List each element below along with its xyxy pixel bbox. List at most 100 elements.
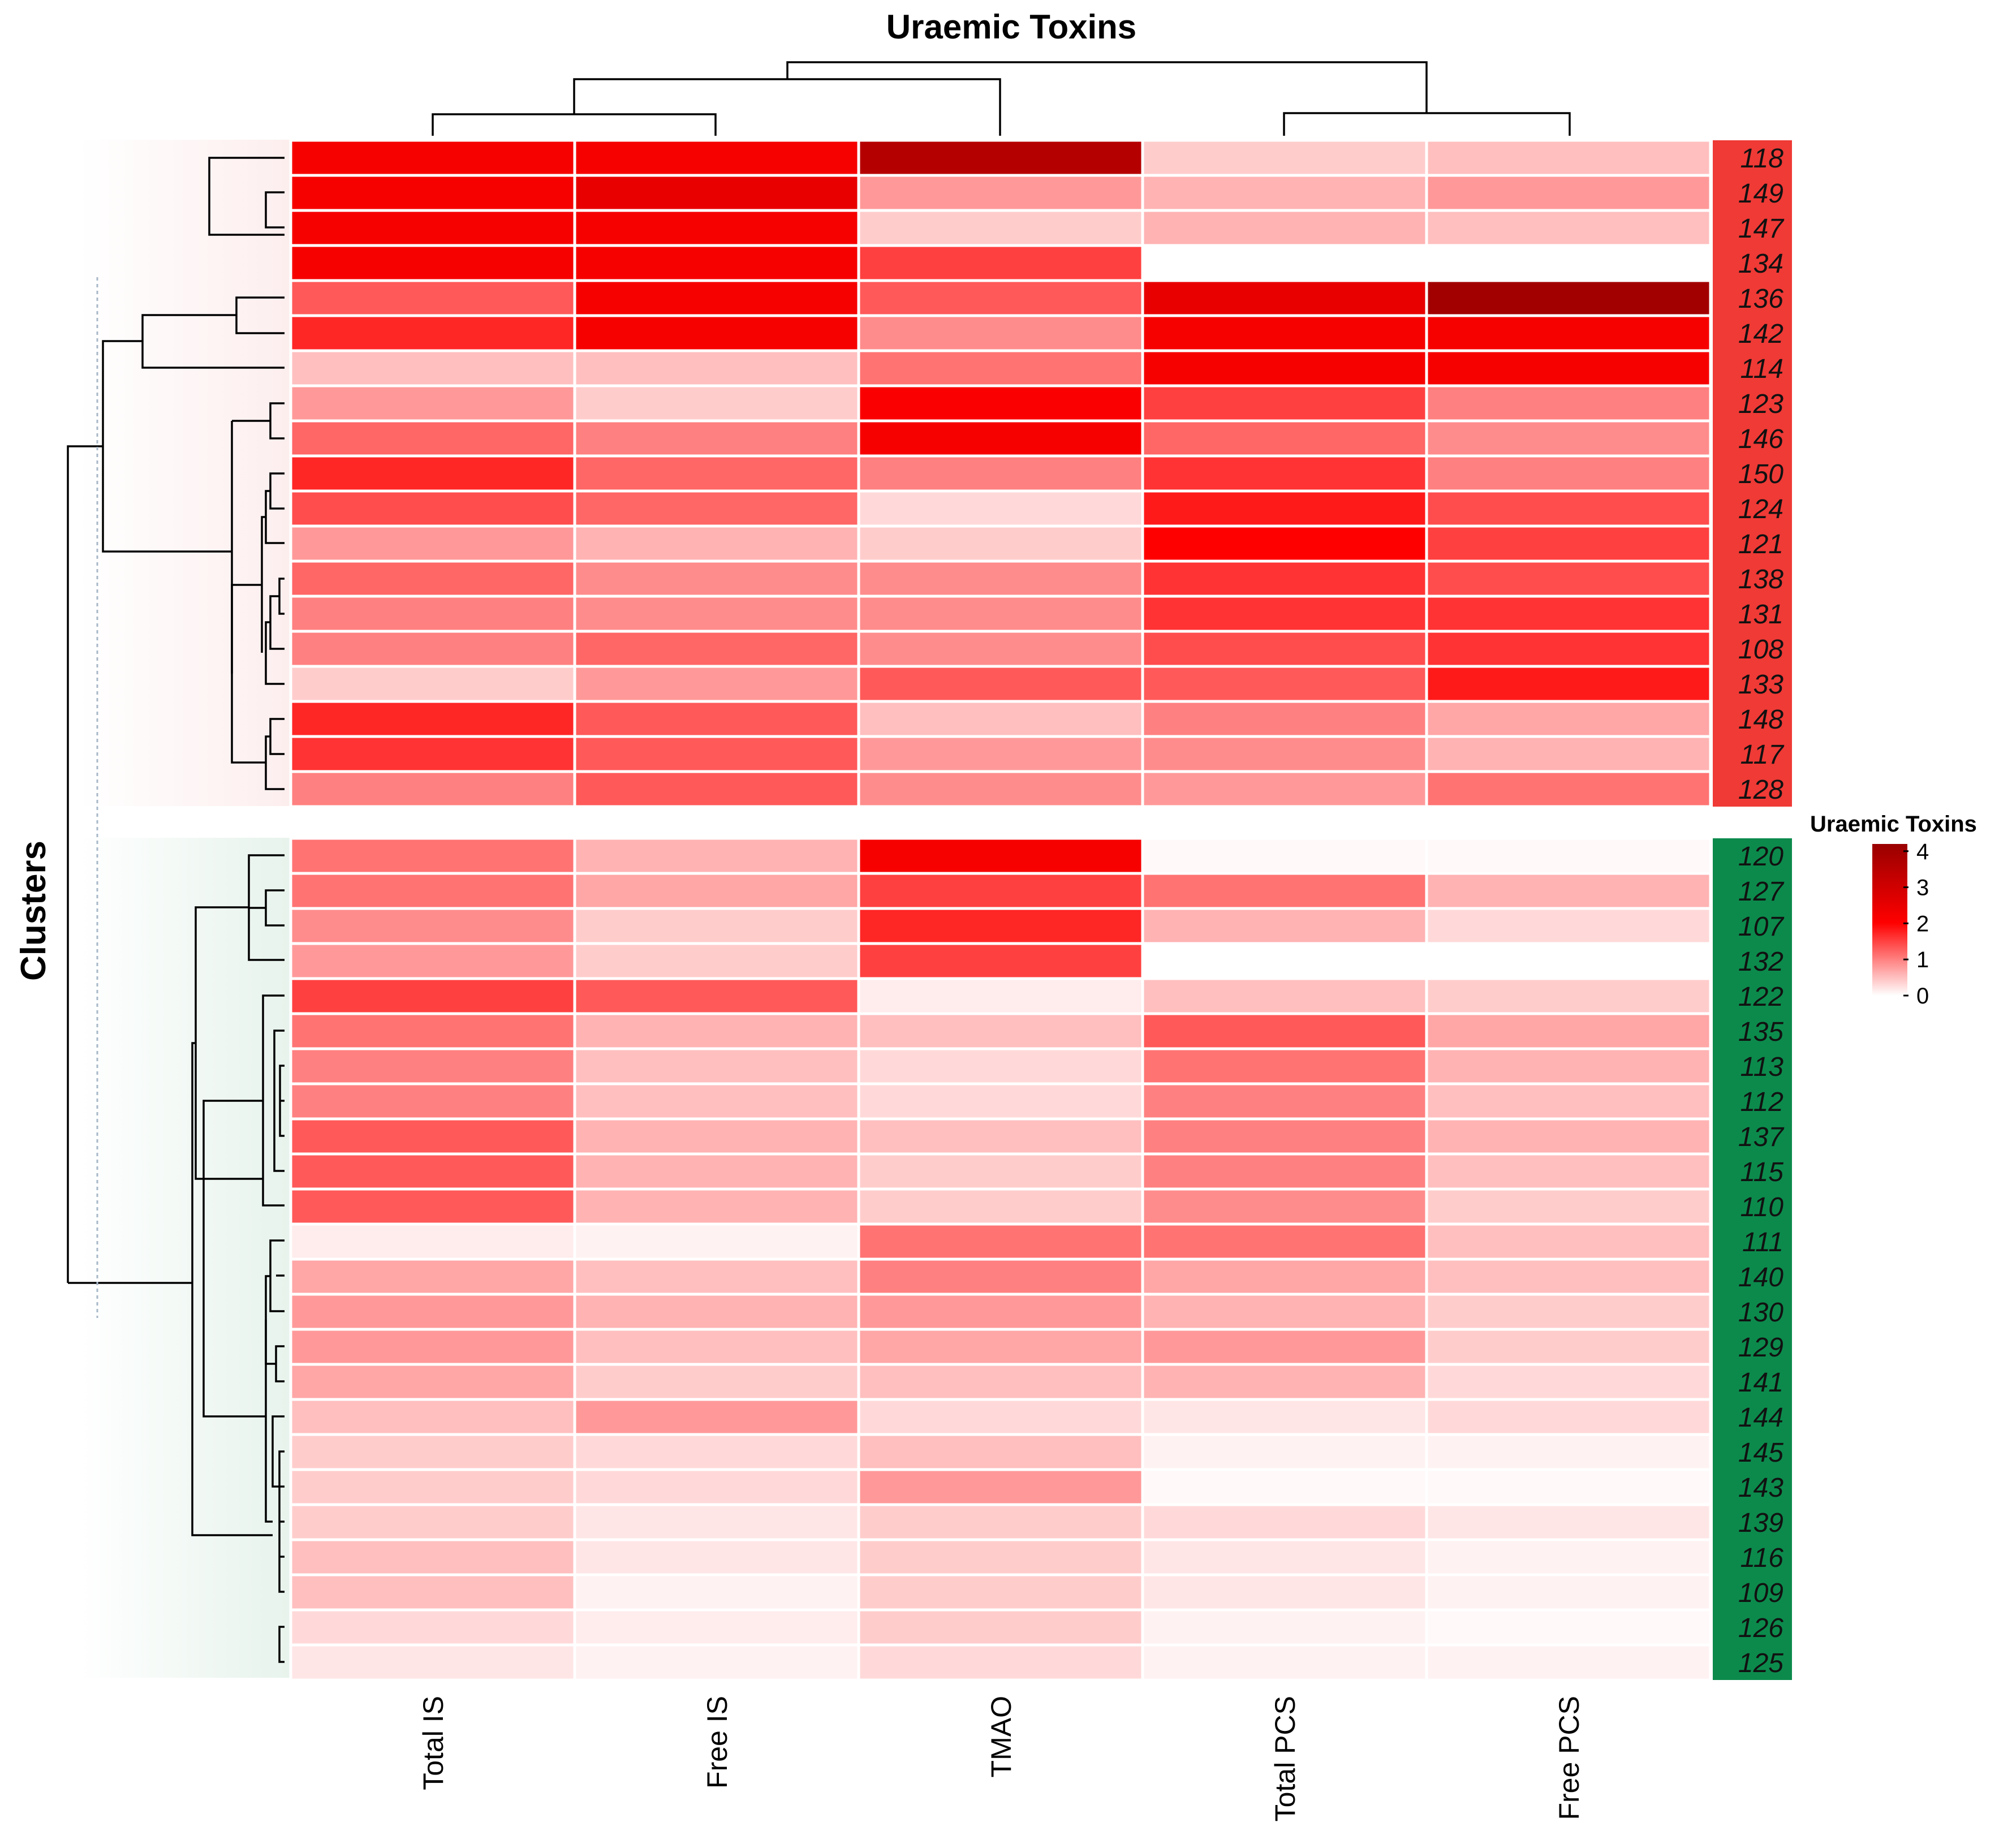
heatmap-cell bbox=[1141, 139, 1428, 177]
row-label: 130 bbox=[1738, 1298, 1783, 1328]
heatmap-cell bbox=[857, 872, 1144, 910]
heatmap-cell bbox=[1425, 1363, 1712, 1401]
chart-title: Uraemic Toxins bbox=[886, 8, 1136, 46]
heatmap-cell bbox=[857, 1433, 1144, 1471]
heatmap-cell bbox=[1425, 1047, 1712, 1085]
heatmap-cell bbox=[573, 837, 860, 875]
heatmap-cell bbox=[857, 1117, 1144, 1156]
heatmap-cell bbox=[1425, 977, 1712, 1015]
cluster-bar-red bbox=[1713, 140, 1792, 807]
heatmap-cell bbox=[1141, 1573, 1428, 1612]
heatmap-cell bbox=[573, 630, 860, 668]
heatmap-cell bbox=[1141, 735, 1428, 773]
heatmap-cell bbox=[1425, 907, 1712, 945]
row-label: 131 bbox=[1738, 600, 1783, 630]
heatmap-cell bbox=[573, 1538, 860, 1576]
legend-tick-label: 1 bbox=[1916, 947, 1929, 972]
row-label: 134 bbox=[1738, 249, 1783, 279]
heatmap-cell bbox=[857, 244, 1144, 282]
row-label: 110 bbox=[1740, 1192, 1783, 1222]
heatmap-cell bbox=[857, 454, 1144, 493]
heatmap-cell bbox=[1425, 735, 1712, 773]
heatmap-cell bbox=[857, 1082, 1144, 1121]
row-dendrogram bbox=[67, 157, 285, 1663]
heatmap-cell bbox=[573, 1222, 860, 1261]
heatmap-cell bbox=[1425, 1328, 1712, 1366]
heatmap-cell bbox=[573, 770, 860, 808]
row-label: 116 bbox=[1740, 1543, 1783, 1573]
row-label: 148 bbox=[1738, 705, 1783, 735]
heatmap-cell bbox=[1141, 872, 1428, 910]
heatmap-cell bbox=[857, 1222, 1144, 1261]
heatmap-cell bbox=[573, 384, 860, 423]
legend-tick-label: 4 bbox=[1916, 839, 1929, 864]
row-labels: 118 149 147 134 136 142 114 123 146 150 124 121 138 1… bbox=[1738, 144, 1785, 1678]
heatmap-cell bbox=[289, 1573, 576, 1612]
row-label: 120 bbox=[1738, 842, 1783, 872]
column-label: Free IS bbox=[701, 1696, 733, 1789]
heatmap-cell bbox=[1141, 1503, 1428, 1541]
heatmap-cell bbox=[289, 139, 576, 177]
heatmap-cell bbox=[857, 139, 1144, 177]
heatmap-cell bbox=[573, 1152, 860, 1191]
column-label: TMAO bbox=[985, 1696, 1017, 1777]
heatmap-cell bbox=[1425, 1082, 1712, 1121]
heatmap-cell bbox=[573, 209, 860, 247]
heatmap-cell bbox=[573, 1187, 860, 1226]
heatmap-cell bbox=[573, 1433, 860, 1471]
heatmap-cell bbox=[1141, 770, 1428, 808]
heatmap-cell bbox=[289, 1152, 576, 1191]
heatmap-cell bbox=[1141, 419, 1428, 458]
heatmap-cell bbox=[857, 279, 1144, 317]
heatmap-cell bbox=[289, 1257, 576, 1296]
heatmap-cell bbox=[289, 1117, 576, 1156]
heatmap-cell bbox=[289, 665, 576, 703]
heatmap-cell bbox=[289, 559, 576, 598]
heatmap-cell bbox=[1141, 1293, 1428, 1331]
cluster-bars bbox=[1713, 140, 1792, 1680]
heatmap-cell bbox=[857, 419, 1144, 458]
row-label: 115 bbox=[1740, 1157, 1783, 1187]
heatmap-cell bbox=[857, 735, 1144, 773]
legend-title: Uraemic Toxins bbox=[1810, 812, 1977, 837]
heatmap-cell bbox=[857, 630, 1144, 668]
heatmap-cell bbox=[289, 524, 576, 563]
heatmap-cell bbox=[1141, 454, 1428, 493]
row-label: 113 bbox=[1740, 1052, 1783, 1082]
legend-colorbar bbox=[1872, 844, 1907, 996]
row-label: 145 bbox=[1738, 1438, 1783, 1468]
heatmap-cell bbox=[289, 837, 576, 875]
heatmap-cell bbox=[1425, 244, 1712, 282]
heatmap-cell bbox=[289, 1293, 576, 1331]
heatmap-cell bbox=[1141, 630, 1428, 668]
heatmap-cell bbox=[573, 665, 860, 703]
heatmap-cell bbox=[1141, 837, 1428, 875]
heatmap-cell bbox=[1425, 1257, 1712, 1296]
legend-tick-label: 0 bbox=[1916, 984, 1929, 1009]
heatmap-cell bbox=[1141, 1187, 1428, 1226]
heatmap-cell bbox=[1425, 700, 1712, 738]
heatmap-cell bbox=[289, 209, 576, 247]
heatmap-cell bbox=[573, 524, 860, 563]
heatmap-cell bbox=[857, 1257, 1144, 1296]
heatmap-cell bbox=[1425, 1187, 1712, 1226]
row-label: 128 bbox=[1738, 775, 1783, 805]
heatmap-cell bbox=[1425, 1012, 1712, 1050]
heatmap-cell bbox=[289, 1363, 576, 1401]
heatmap-cell bbox=[1425, 419, 1712, 458]
heatmap-cell bbox=[573, 977, 860, 1015]
heatmap-cell bbox=[1425, 595, 1712, 633]
heatmap-cell bbox=[1141, 1328, 1428, 1366]
heatmap-cell bbox=[289, 1538, 576, 1576]
heatmap-cell bbox=[1141, 524, 1428, 563]
column-label: Total PCS bbox=[1269, 1696, 1301, 1821]
heatmap-cell bbox=[289, 454, 576, 493]
legend-tick-label: 3 bbox=[1916, 876, 1929, 901]
heatmap-cell bbox=[573, 1398, 860, 1436]
heatmap-cell bbox=[573, 489, 860, 528]
heatmap-cell bbox=[1425, 1398, 1712, 1436]
row-label: 146 bbox=[1738, 424, 1783, 454]
heatmap-cell bbox=[1425, 1573, 1712, 1612]
heatmap-cell bbox=[289, 489, 576, 528]
